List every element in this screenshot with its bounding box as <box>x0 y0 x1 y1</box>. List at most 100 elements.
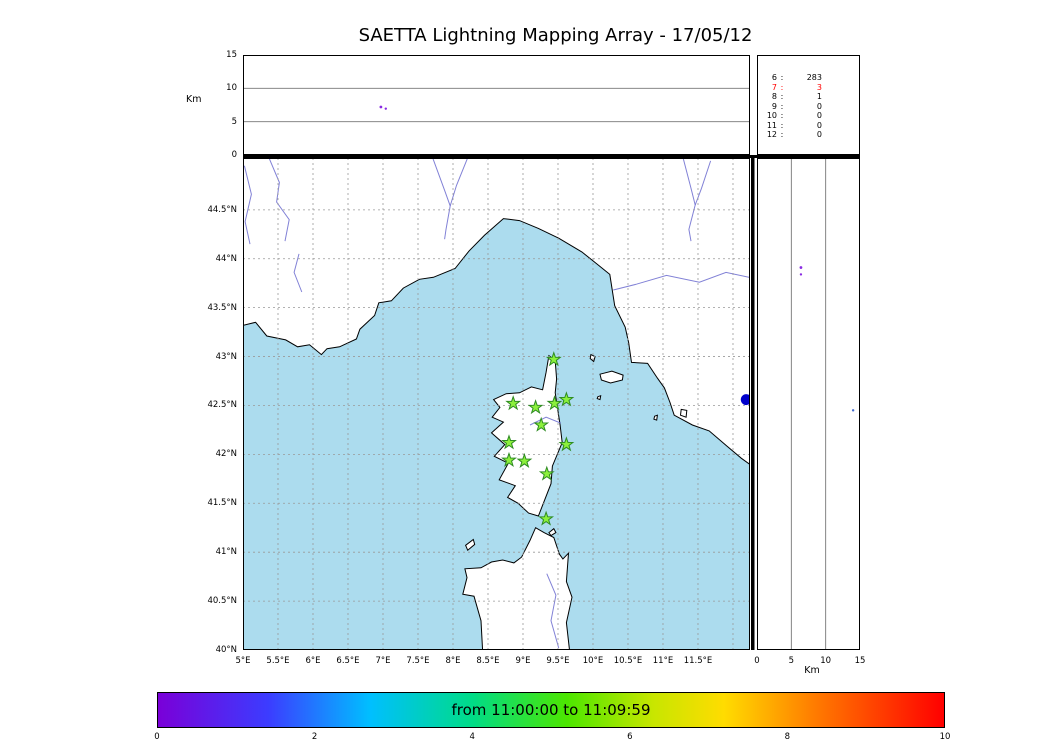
map-layers <box>243 158 750 650</box>
colorbar-tick-label: 0 <box>154 732 160 742</box>
lon-tick-label: 5°E <box>235 656 251 666</box>
lightning-source-point <box>384 107 387 110</box>
lon-tick-label: 11°E <box>652 656 674 666</box>
colorbar-tick-label: 8 <box>784 732 791 742</box>
lma-station-star <box>538 465 555 481</box>
lon-tick-label: 5.5°E <box>266 656 290 666</box>
alt-lat-panel-border <box>757 158 860 650</box>
lma-station-star <box>546 395 563 411</box>
station-colon: : <box>780 92 784 101</box>
lightning-source-point <box>799 273 803 276</box>
station-colon: : <box>780 73 784 82</box>
alt-lon-panel-border <box>243 55 750 155</box>
station-count-row: 8: 1 <box>764 92 822 102</box>
lat-tick-label: 42.5°N <box>207 400 237 411</box>
river-line <box>449 158 469 207</box>
altitude-axis-label-right: Km <box>804 665 820 676</box>
lightning-source-point <box>379 105 383 109</box>
lma-station-star <box>501 434 517 450</box>
landmass-coastline <box>464 538 476 552</box>
station-count-row: 10: 0 <box>764 111 822 121</box>
station-source-count: 0 <box>816 101 822 111</box>
river-line <box>694 160 712 206</box>
station-source-count: 283 <box>806 73 822 82</box>
km-tick-label: 5 <box>788 656 795 666</box>
river-line <box>529 416 561 426</box>
station-count-row: 6: 283 <box>764 73 822 83</box>
lightning-source-point <box>740 394 750 406</box>
colorbar: from 11:00:00 to 11:09:59 <box>157 692 945 728</box>
station-colon: : <box>780 111 784 120</box>
landmass-coastline <box>679 408 688 418</box>
station-source-count: 1 <box>816 92 822 101</box>
lma-station-star <box>538 510 555 526</box>
station-colon: : <box>780 130 784 139</box>
station-id: 6 <box>771 73 777 82</box>
station-source-count: 0 <box>816 120 822 130</box>
station-count-row: 11: 0 <box>764 121 822 131</box>
lon-tick-label: 9.5°E <box>546 656 570 666</box>
lightning-source-point <box>851 409 855 412</box>
lat-tick-label: 44.5°N <box>207 204 237 215</box>
landmass-coastline <box>599 370 624 384</box>
landmass-coastline <box>653 414 659 421</box>
lon-tick-label: 7°E <box>375 656 391 666</box>
lat-tick-label: 40°N <box>215 645 237 655</box>
landmass-coastline <box>243 158 750 466</box>
river-line <box>293 253 303 293</box>
altitude-tick-label: 5 <box>231 116 237 127</box>
station-count-row: 12: 0 <box>764 130 822 140</box>
lat-tick-label: 44°N <box>215 253 237 264</box>
station-id: 12 <box>766 130 777 139</box>
landmass-coastline <box>596 394 602 401</box>
station-count-row: 9: 0 <box>764 102 822 112</box>
river-line <box>268 158 290 242</box>
lon-tick-label: 8.5°E <box>476 656 500 666</box>
lat-tick-label: 43°N <box>215 351 237 362</box>
lon-tick-label: 10.5°E <box>613 656 643 666</box>
station-colon: : <box>780 120 784 130</box>
station-count-panel: 6: 283 7: 3 8: 1 9: 0 10: 0 11: 0 12: 0 <box>764 73 822 140</box>
river-line <box>243 165 252 245</box>
lon-tick-label: 6.5°E <box>336 656 360 666</box>
lma-station-star <box>558 391 575 407</box>
lat-tick-label: 42°N <box>215 449 237 460</box>
colorbar-tick-label: 2 <box>311 732 318 742</box>
altitude-axis-label-top: Km <box>186 94 202 105</box>
station-colon: : <box>780 101 784 111</box>
km-tick-label: 10 <box>820 656 832 666</box>
station-count-panel-border <box>757 55 860 155</box>
altitude-tick-label: 15 <box>226 50 237 60</box>
lon-tick-label: 11.5°E <box>683 656 713 666</box>
lat-tick-label: 41°N <box>215 547 237 558</box>
station-source-count: 0 <box>816 111 822 120</box>
figure-title: SAETTA Lightning Mapping Array - 17/05/1… <box>358 25 753 46</box>
station-id: 7 <box>771 82 777 92</box>
lma-station-star <box>505 395 522 411</box>
lon-tick-label: 10°E <box>582 656 604 666</box>
lon-tick-label: 6°E <box>305 656 321 666</box>
river-line <box>613 271 750 291</box>
km-tick-label: 0 <box>754 656 760 666</box>
map-panel-border <box>243 158 750 650</box>
lma-station-star <box>558 436 575 452</box>
colorbar-tick-label: 10 <box>939 732 951 742</box>
colorbar-time-label: from 11:00:00 to 11:09:59 <box>451 701 651 719</box>
station-source-count: 0 <box>816 130 822 139</box>
station-id: 9 <box>771 101 777 111</box>
station-count-row: 7: 3 <box>764 83 822 93</box>
lat-tick-label: 41.5°N <box>207 498 237 509</box>
station-id: 11 <box>766 120 777 130</box>
station-id: 10 <box>766 111 777 120</box>
lat-tick-label: 43.5°N <box>207 302 237 313</box>
lma-station-star <box>533 416 550 432</box>
lightning-source-point <box>799 266 803 269</box>
landmass-coastline <box>462 526 573 650</box>
lma-station-star <box>501 451 517 467</box>
river-line <box>546 573 560 649</box>
lma-station-star <box>527 399 544 415</box>
altitude-tick-label: 0 <box>231 150 237 160</box>
lon-tick-label: 8°E <box>445 656 461 666</box>
